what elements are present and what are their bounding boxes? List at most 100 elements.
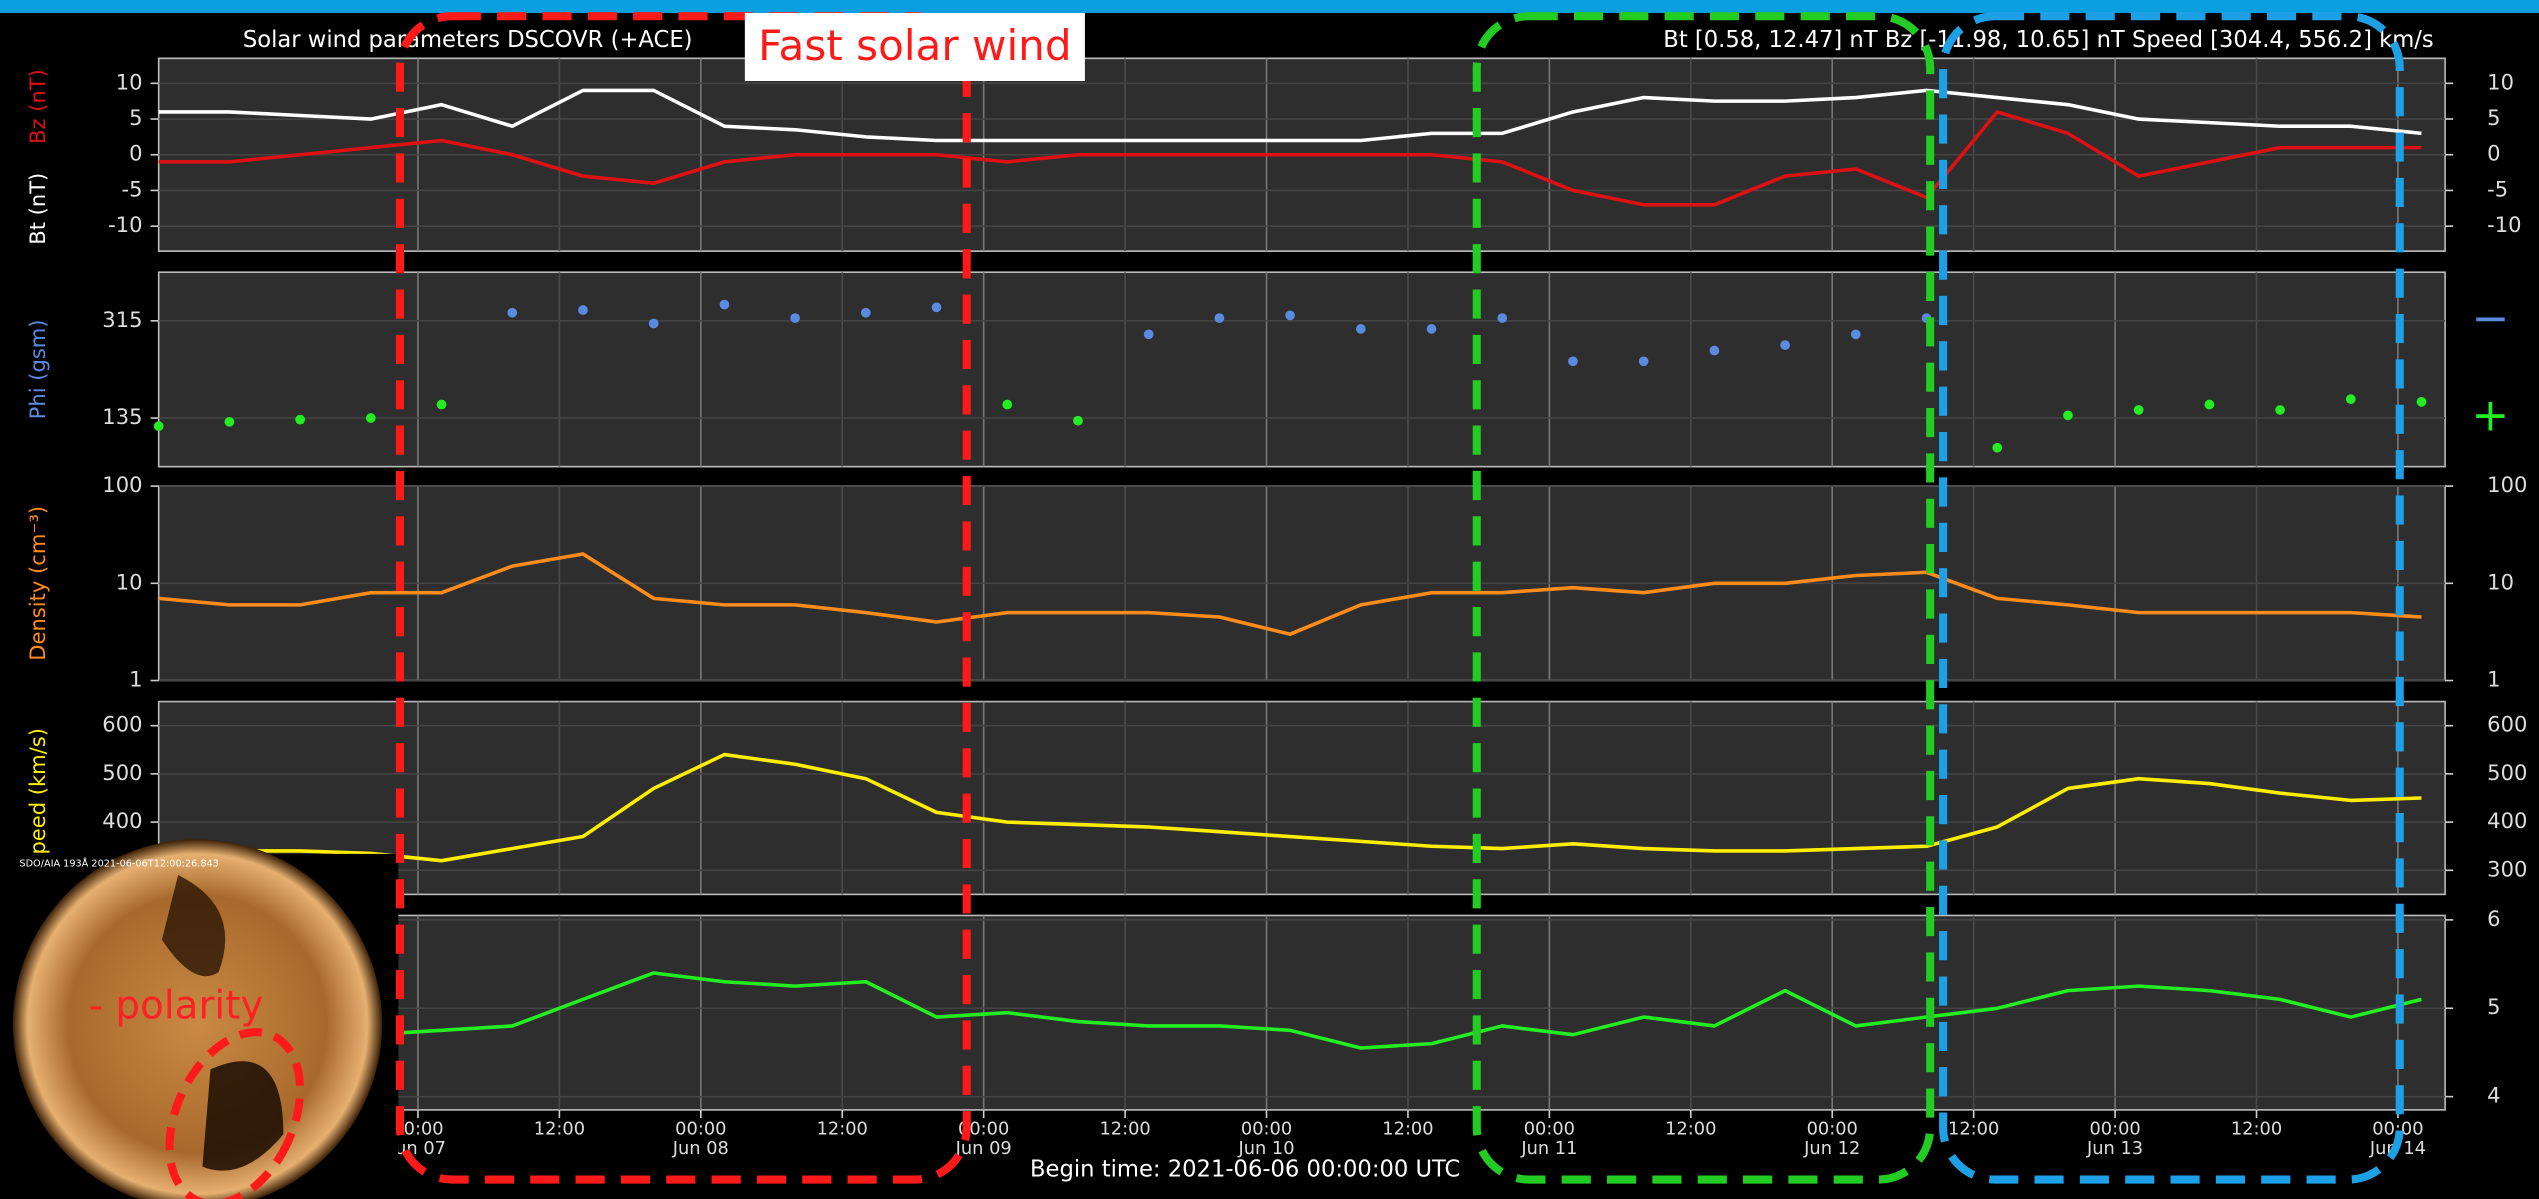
phi-point [1355,324,1366,334]
series-line [158,552,2422,636]
phi-point [153,421,164,431]
y-tick-label: -5 [2487,176,2508,201]
x-date-label: Jun 09 [955,1138,1012,1159]
x-tick-label: 12:00 [1665,1118,1716,1139]
y-tick-label: 10 [116,569,143,594]
legend-entry: − [2471,291,2509,344]
fast-wind-box [395,12,971,1184]
y-tick-label: 100 [2487,472,2527,497]
y-tick-label: 10 [2487,569,2514,594]
x-tick-label: 12:00 [2231,1118,2282,1139]
x-axis-label: Begin time: 2021-06-06 00:00:00 UTC [1030,1156,1460,1182]
inset-caption: SDO/AIA 193Å 2021-06-06T12:00:26.843 [19,857,218,870]
phi-point [2416,396,2427,407]
y-tick-label: 600 [102,712,142,737]
y-tick-label: 4 [2487,1083,2500,1108]
phi-point [648,318,659,329]
series-line [158,971,2422,1050]
highlight-box [1472,12,1935,1184]
y-axis-label: Bz (nT) [25,69,50,144]
chart-title: Solar wind parameters DSCOVR (+ACE) [243,27,693,53]
x-tick-label: 00:00 [2372,1118,2423,1139]
phi-point [1568,356,1578,367]
y-tick-label: -5 [122,176,143,201]
sun-disk [13,839,383,1199]
phi-point [365,413,376,423]
y-tick-label: -10 [2487,212,2521,237]
phi-point [1214,313,1225,323]
y-axis-label: Phi (gsm) [25,319,50,419]
phi-point [2204,399,2215,410]
x-tick-label: 00:00 [1241,1118,1292,1139]
y-tick-label: 500 [102,760,142,785]
y-tick-label: 5 [2487,105,2500,130]
series-line [158,752,2422,863]
phi-point [295,414,305,425]
highlight-box [1939,12,2404,1184]
phi-point [1638,356,1649,367]
y-tick-label: 400 [102,808,142,833]
y-tick-label: 0 [2487,141,2500,166]
phi-point [1143,329,1154,340]
x-tick-label: 00:00 [392,1118,443,1139]
panel [157,700,2446,896]
fast-wind-label: Fast solar wind [758,21,1071,70]
phi-point [1426,324,1437,334]
phi-point [1497,313,1508,323]
y-tick-label: 400 [2487,808,2527,833]
x-tick-label: 00:00 [675,1118,726,1139]
phi-point [436,399,447,410]
phi-point [2063,410,2073,421]
coronal-hole [161,874,226,977]
y-tick-label: 5 [2487,994,2500,1019]
y-tick-label: 500 [2487,760,2527,785]
y-tick-label: 300 [2487,856,2527,881]
y-tick-label: 10 [2487,69,2514,94]
polarity-ellipse [165,1028,305,1199]
phi-point [1709,345,1720,356]
top-bar [0,0,2539,13]
phi-point [931,302,942,313]
y-tick-label: 100 [102,472,142,497]
y-tick-label: 135 [102,404,142,429]
x-tick-label: 12:00 [1099,1118,1150,1139]
phi-point [224,416,235,427]
phi-point [719,299,730,310]
x-date-label: Jun 11 [1520,1138,1577,1159]
phi-point [1850,329,1861,340]
y-tick-label: 6 [2487,906,2500,931]
x-date-label: Jun 08 [672,1138,729,1159]
phi-point [2275,405,2285,415]
y-axis-label: Density (cm⁻³) [25,506,50,661]
x-date-label: Jun 13 [2086,1138,2143,1159]
y-tick-label: -10 [108,212,142,237]
x-tick-label: 12:00 [534,1118,585,1139]
phi-point [790,313,800,323]
y-tick-label: 10 [116,69,143,94]
x-tick-label: 12:00 [1382,1118,1433,1139]
y-tick-label: 0 [129,141,142,166]
series-line [158,110,2422,207]
stats: Bt [0.58, 12.47] nT Bz [-11.98, 10.65] n… [1663,27,2433,53]
x-tick-label: 00:00 [2089,1118,2140,1139]
x-tick-label: 00:00 [958,1118,1009,1139]
x-tick-label: 12:00 [1948,1118,1999,1139]
phi-point [1073,415,1083,426]
phi-point [1285,310,1295,321]
phi-point [2345,394,2356,404]
coronal-hole [202,1061,284,1171]
x-date-label: Jun 12 [1803,1138,1860,1159]
x-tick-label: 00:00 [1807,1118,1858,1139]
panel [157,271,2446,468]
y-tick-label: 1 [129,667,142,692]
inset-label: - polarity [89,983,263,1028]
x-tick-label: 12:00 [817,1118,868,1139]
phi-point [1992,442,2003,453]
y-tick-label: 315 [102,307,142,332]
phi-point [1002,399,1013,410]
y-tick-label: 1 [2487,667,2500,692]
label-box [744,12,1085,82]
panel [157,914,2446,1111]
